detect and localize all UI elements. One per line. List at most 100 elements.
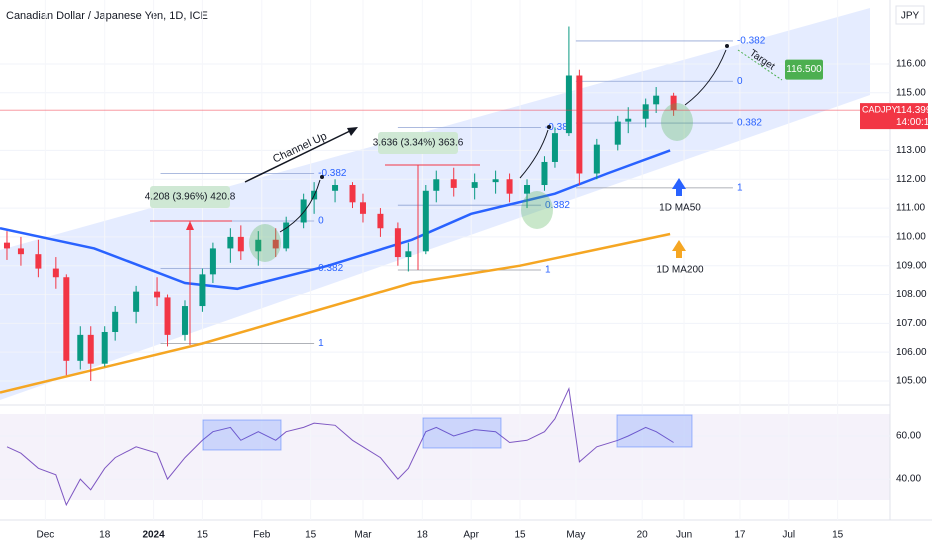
candle-body (653, 95, 660, 105)
measure-box (150, 186, 230, 208)
candle-body (565, 75, 572, 134)
candle-body (272, 239, 279, 249)
rsi-line (6, 386, 674, 507)
ma-label: 1D MA50 (659, 203, 701, 214)
candle-body (133, 291, 140, 312)
ma-arrow (672, 240, 686, 258)
y-tick-label: 105.00 (896, 376, 927, 387)
arrow-tip (725, 44, 729, 48)
y-tick-label: 113.00 (896, 145, 926, 156)
x-tick-label: 18 (417, 530, 429, 541)
candle-body (614, 121, 621, 145)
candle-body (541, 161, 548, 186)
candle-body (405, 251, 412, 258)
candle-body (670, 95, 677, 111)
candle-body (450, 179, 457, 188)
rsi-box (422, 417, 502, 449)
candle-body (492, 179, 499, 183)
candle-body (576, 75, 583, 174)
fib-label: 1 (545, 265, 551, 276)
rsi-tick-label: 40.00 (896, 474, 921, 485)
symbol-label: CADJPY (862, 104, 898, 114)
candle-body (101, 331, 108, 364)
projection-arrow (684, 49, 727, 106)
y-tick-label: 116.00 (896, 59, 926, 70)
moving-average (0, 149, 671, 291)
y-tick-label: 108.00 (896, 289, 927, 300)
chart-title: Canadian Dollar / Japanese Yen, 1D, ICE (6, 10, 208, 22)
candle-body (3, 242, 10, 249)
projection-arrow (279, 179, 321, 233)
candle-body (227, 236, 234, 249)
x-tick-label: 17 (734, 530, 746, 541)
ma-label: 1D MA200 (656, 265, 704, 276)
candle-body (506, 179, 513, 194)
fib-label: 0.382 (737, 118, 762, 129)
candle-body (300, 199, 307, 223)
last-price-box (860, 103, 928, 130)
fib-label: 1 (737, 183, 743, 194)
moving-average (0, 232, 671, 394)
candle-body (52, 268, 59, 278)
fib-label: 0.382 (545, 200, 570, 211)
x-tick-label: 15 (832, 530, 844, 541)
x-tick-label: 20 (637, 530, 649, 541)
highlight (521, 191, 553, 229)
ma-arrow (672, 178, 686, 196)
candle-body (283, 222, 290, 249)
candle-body (642, 104, 649, 119)
fib-label: 0 (737, 76, 743, 87)
rsi-box (616, 414, 693, 448)
fib-label: -0.382 (318, 168, 347, 179)
candle-body (154, 291, 161, 298)
candle-body (77, 334, 84, 361)
highlight (661, 103, 693, 141)
candle-body (237, 236, 244, 252)
candle-body (471, 182, 478, 188)
channel-arrow (244, 129, 353, 183)
projection-arrow (519, 129, 549, 179)
x-tick-label: 15 (514, 530, 526, 541)
candle-body (625, 118, 632, 122)
candle-body (332, 185, 339, 191)
target-label: 116.500 (786, 64, 822, 75)
y-tick-label: 109.00 (896, 260, 927, 271)
y-tick-label: 112.00 (896, 174, 926, 185)
channel (0, 8, 870, 400)
fib-label: -0.38 (545, 122, 568, 133)
y-tick-label: 110.00 (896, 232, 926, 243)
fib-label: 1 (318, 338, 324, 349)
x-tick-label: 15 (197, 530, 209, 541)
rsi-box (202, 419, 282, 451)
candle-body (255, 239, 262, 252)
candle-body (164, 297, 171, 335)
rsi-tick-label: 60.00 (896, 431, 921, 442)
candle-body (181, 306, 188, 335)
candle-body (35, 254, 42, 269)
candle-body (87, 334, 94, 364)
candle-body (433, 179, 440, 191)
candle-body (593, 144, 600, 174)
x-tick-label: Mar (354, 530, 372, 541)
candle-body (551, 133, 558, 162)
last-price-label: 114.399 (896, 105, 932, 116)
x-tick-label: Jun (676, 530, 692, 541)
fib-label: 0 (318, 216, 324, 227)
currency-box[interactable] (895, 5, 925, 25)
measure-label: 4.208 (3.96%) 420.8 (145, 192, 236, 203)
x-tick-label: Dec (36, 530, 54, 541)
x-tick-label: 18 (99, 530, 111, 541)
candle-body (199, 274, 206, 307)
measure-label: 3.636 (3.34%) 363.6 (373, 138, 464, 149)
currency[interactable]: JPY (901, 11, 920, 22)
y-tick-label: 106.00 (896, 347, 927, 358)
y-tick-label: 107.00 (896, 318, 927, 329)
x-tick-label: May (566, 530, 585, 541)
candle-body (422, 190, 429, 252)
y-tick-label: 111.00 (896, 203, 926, 214)
candle-body (377, 213, 384, 229)
candle-body (17, 248, 24, 255)
y-tick-label: 115.00 (896, 87, 926, 98)
x-tick-label: Jul (782, 530, 795, 541)
